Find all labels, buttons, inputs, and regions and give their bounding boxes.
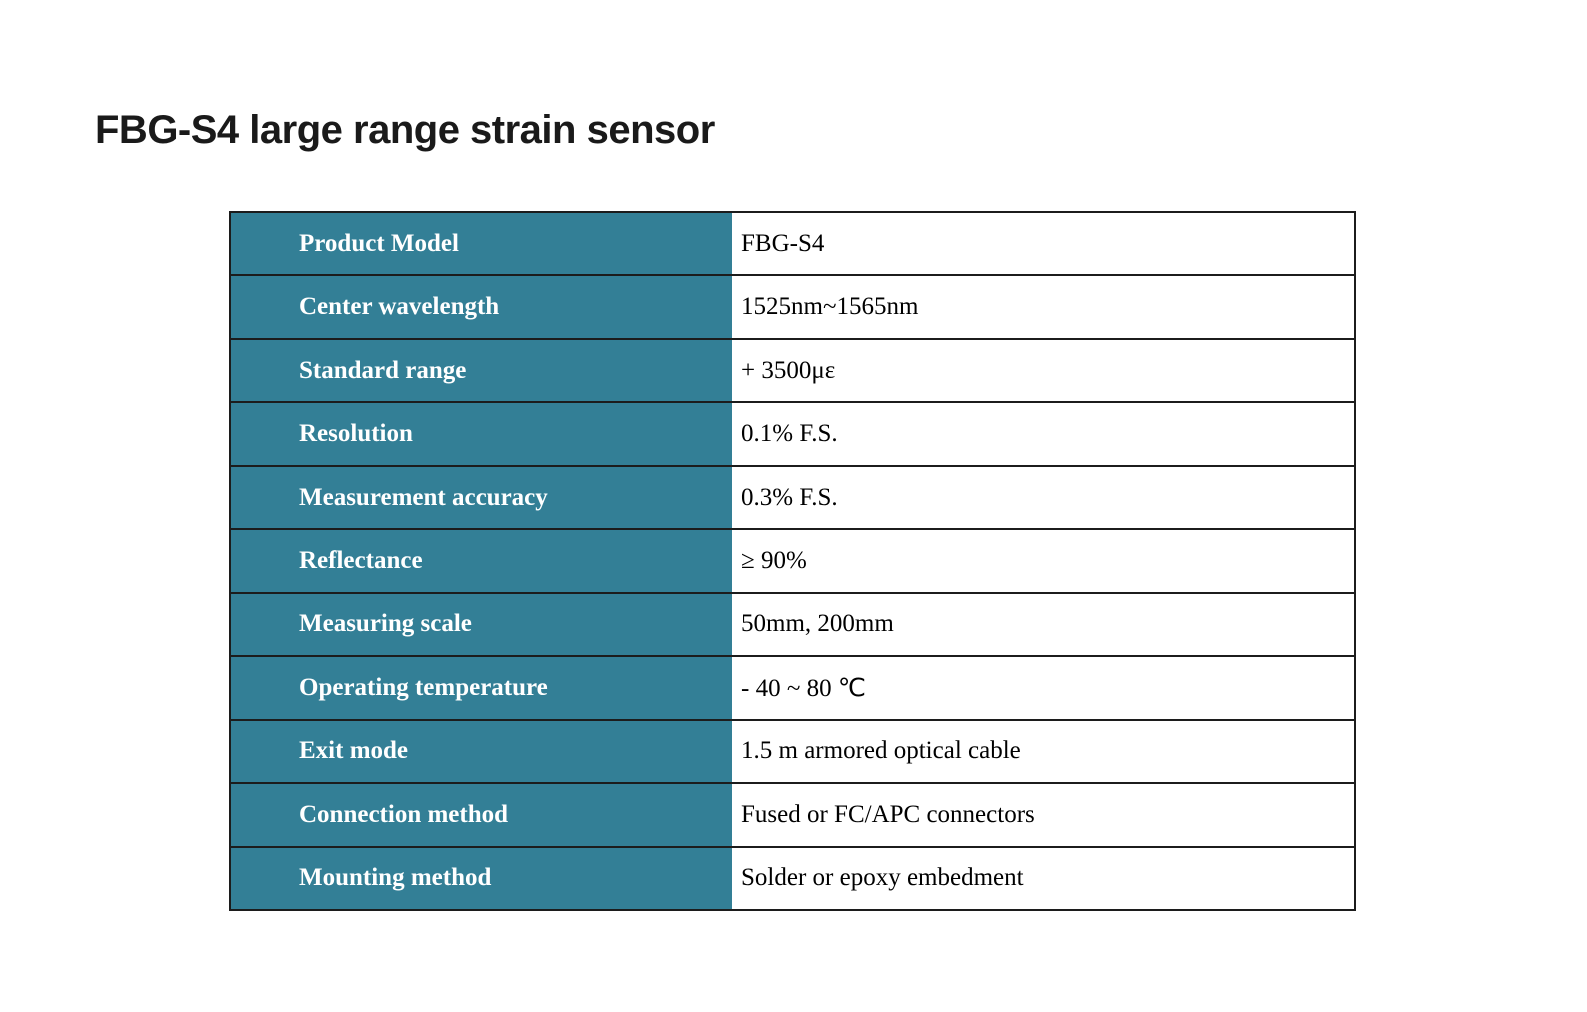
spec-value: Fused or FC/APC connectors xyxy=(732,784,1354,846)
spec-value: 0.3% F.S. xyxy=(732,466,1354,529)
spec-table: Product Model FBG-S4 Center wavelength 1… xyxy=(229,211,1356,911)
spec-label: Operating temperature xyxy=(231,657,732,719)
spec-label: Mounting method xyxy=(231,847,732,909)
table-row: Center wavelength 1525nm~1565nm xyxy=(231,274,1354,338)
spec-value: FBG-S4 xyxy=(732,213,1354,275)
spec-value: 1525nm~1565nm xyxy=(732,276,1354,338)
spec-label: Connection method xyxy=(231,784,732,846)
table-row: Connection method Fused or FC/APC connec… xyxy=(231,782,1354,846)
spec-label: Reflectance xyxy=(231,530,732,592)
spec-value: ≥ 90% xyxy=(732,530,1354,592)
spec-label: Product Model xyxy=(231,213,732,275)
spec-value: Solder or epoxy embedment xyxy=(732,847,1354,909)
spec-label: Center wavelength xyxy=(231,276,732,338)
spec-label: Standard range xyxy=(231,339,732,402)
spec-value: 1.5 m armored optical cable xyxy=(732,720,1354,783)
spec-value: + 3500με xyxy=(732,339,1354,402)
table-row: Measurement accuracy 0.3% F.S. xyxy=(231,464,1354,529)
spec-label: Resolution xyxy=(231,403,732,465)
spec-value: 0.1% F.S. xyxy=(732,403,1354,465)
table-row: Exit mode 1.5 m armored optical cable xyxy=(231,718,1354,783)
spec-value: 50mm, 200mm xyxy=(732,593,1354,656)
table-row: Standard range + 3500με xyxy=(231,337,1354,402)
spec-label: Exit mode xyxy=(231,720,732,783)
spec-label: Measurement accuracy xyxy=(231,466,732,529)
spec-label: Measuring scale xyxy=(231,593,732,656)
table-row: Reflectance ≥ 90% xyxy=(231,528,1354,592)
page-title: FBG-S4 large range strain sensor xyxy=(95,108,715,152)
table-row: Resolution 0.1% F.S. xyxy=(231,401,1354,465)
table-row: Mounting method Solder or epoxy embedmen… xyxy=(231,845,1354,909)
table-row: Measuring scale 50mm, 200mm xyxy=(231,591,1354,656)
table-row: Product Model FBG-S4 xyxy=(231,213,1354,275)
spec-value: - 40 ~ 80 ℃ xyxy=(732,657,1354,719)
table-row: Operating temperature - 40 ~ 80 ℃ xyxy=(231,655,1354,719)
